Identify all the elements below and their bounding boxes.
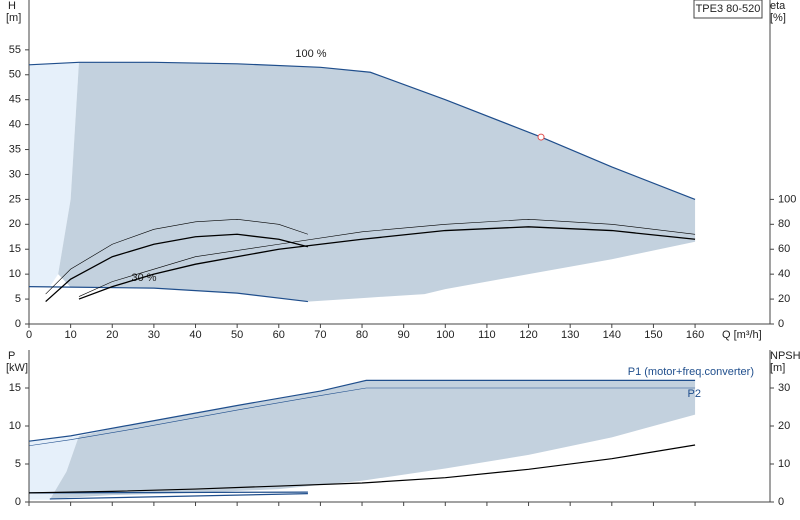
title-box	[693, 0, 763, 19]
x-axis-label: Q [m³/h]	[722, 329, 762, 341]
x-tick-label: 0	[26, 329, 32, 341]
y2-tick-label: 100	[778, 193, 796, 205]
x-tick-label: 150	[644, 329, 662, 341]
y-tick-label: 25	[9, 193, 21, 205]
curve	[28, 61, 696, 200]
x-tick-label: 90	[398, 329, 410, 341]
curve	[28, 491, 308, 494]
curve-label: 30 %	[131, 272, 156, 284]
curve	[28, 379, 696, 442]
curve	[28, 387, 696, 447]
y-tick-label: 50	[9, 69, 21, 81]
duty-point	[537, 133, 545, 141]
x-tick-label: 140	[603, 329, 621, 341]
x-tick-label: 30	[148, 329, 160, 341]
curve	[45, 233, 309, 303]
y2-axis-unit: [m]	[770, 362, 785, 374]
y2-tick-label: 20	[778, 420, 790, 432]
y-tick-label: 45	[9, 94, 21, 106]
curve-label: P2	[688, 388, 701, 400]
curve	[28, 444, 696, 494]
curve-label: 100 %	[295, 48, 326, 60]
y-tick-label: 30	[9, 168, 21, 180]
x-tick-label: 80	[356, 329, 368, 341]
y2-axis-unit: [%]	[770, 12, 786, 24]
y-tick-label: 0	[15, 318, 21, 330]
operating-region	[29, 435, 79, 500]
x-tick-label: 60	[273, 329, 285, 341]
y-axis-unit: [m]	[6, 12, 21, 24]
y-tick-label: 5	[15, 458, 21, 470]
y2-tick-label: 80	[778, 218, 790, 230]
y-tick-label: 20	[9, 218, 21, 230]
x-tick-label: 40	[189, 329, 201, 341]
y2-tick-label: 40	[778, 268, 790, 280]
operating-region	[58, 62, 696, 302]
y-axis-label: P	[8, 350, 15, 362]
y2-tick-label: 0	[778, 318, 784, 330]
curve	[45, 219, 309, 295]
y2-tick-label: 60	[778, 243, 790, 255]
x-tick-label: 10	[65, 329, 77, 341]
y-tick-label: 35	[9, 143, 21, 155]
x-tick-label: 100	[436, 329, 454, 341]
y2-tick-label: 30	[778, 382, 790, 394]
y-tick-label: 15	[9, 243, 21, 255]
y2-tick-label: 10	[778, 458, 790, 470]
curve	[49, 493, 308, 500]
y-tick-label: 5	[15, 293, 21, 305]
x-tick-label: 160	[686, 329, 704, 341]
y2-axis-label: NPSH	[770, 350, 800, 362]
curve	[28, 286, 308, 303]
y-tick-label: 15	[9, 382, 21, 394]
x-tick-label: 110	[478, 329, 496, 341]
y-axis-unit: [kW]	[6, 362, 28, 374]
x-tick-label: 50	[231, 329, 243, 341]
y-tick-label: 40	[9, 119, 21, 131]
y-axis-label: H	[8, 0, 16, 12]
chart-title: TPE3 80-520	[696, 3, 761, 15]
curve	[78, 219, 696, 297]
operating-region	[49, 380, 696, 500]
y-tick-label: 10	[9, 420, 21, 432]
y-tick-label: 55	[9, 44, 21, 56]
x-tick-label: 70	[314, 329, 326, 341]
operating-region	[29, 62, 79, 287]
y-tick-label: 10	[9, 268, 21, 280]
y2-axis-label: eta	[770, 0, 786, 12]
y-tick-label: 0	[15, 496, 21, 508]
y2-tick-label: 20	[778, 293, 790, 305]
x-tick-label: 20	[106, 329, 118, 341]
y2-tick-label: 0	[778, 496, 784, 508]
x-tick-label: 120	[519, 329, 537, 341]
curve-label: P1 (motor+freq.converter)	[628, 366, 754, 378]
curve	[78, 226, 696, 300]
x-tick-label: 130	[561, 329, 579, 341]
